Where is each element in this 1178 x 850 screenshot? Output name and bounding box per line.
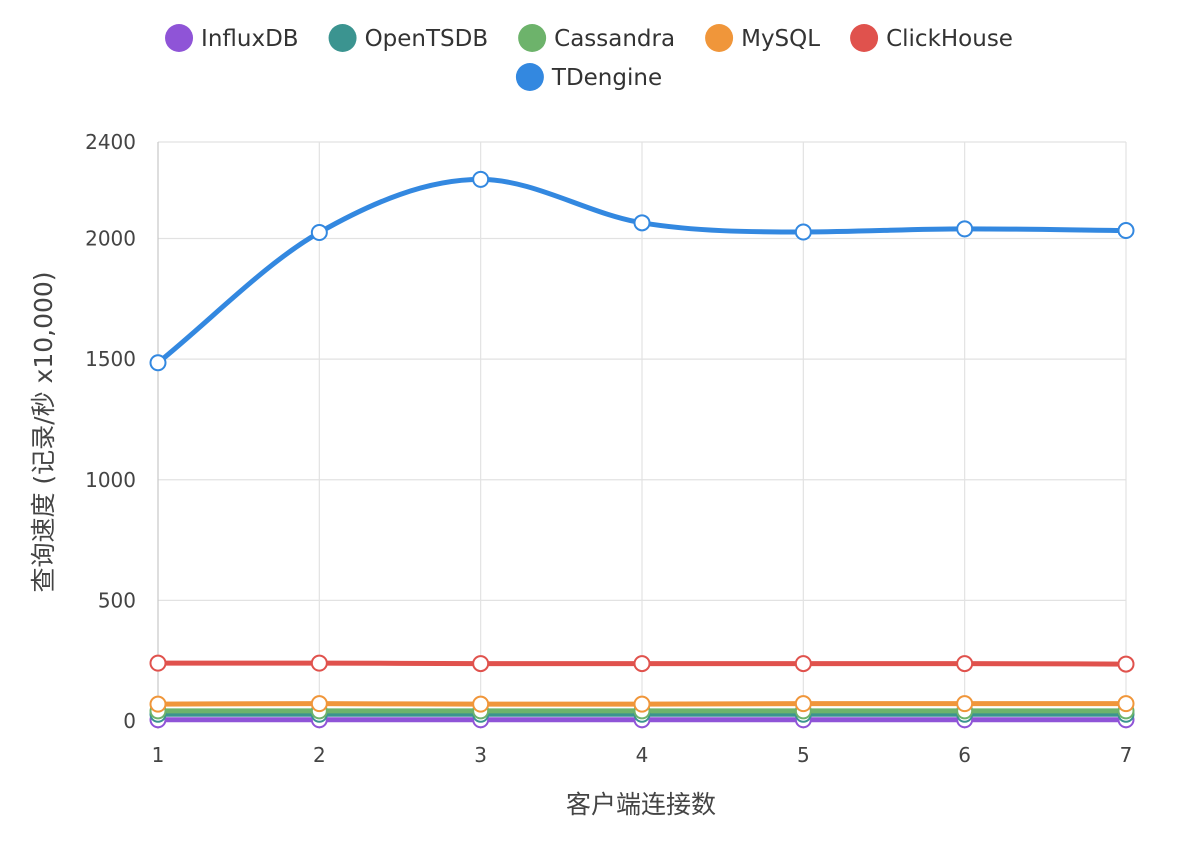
legend-item-clickhouse[interactable]: ClickHouse [850, 24, 1013, 52]
legend-swatch [515, 63, 544, 91]
y-axis-title: 查询速度 (记录/秒 x10,000) [29, 271, 58, 592]
x-tick-label: 6 [958, 743, 971, 767]
legend-label: MySQL [741, 26, 820, 52]
legend-swatch [518, 24, 547, 52]
data-point-mysql[interactable] [310, 695, 328, 713]
data-point-clickhouse[interactable] [633, 655, 651, 673]
x-tick-labels: 1 2 3 4 5 6 7 [152, 743, 1133, 767]
legend-label: TDengine [551, 65, 662, 91]
legend-swatch [165, 24, 194, 52]
legend-swatch [328, 24, 357, 52]
data-point-mysql[interactable] [472, 695, 490, 713]
data-point-mysql[interactable] [633, 695, 651, 713]
y-tick-label: 2000 [85, 227, 136, 251]
legend-item-mysql[interactable]: MySQL [705, 24, 820, 52]
data-point-clickhouse[interactable] [956, 655, 974, 673]
legend-label: Cassandra [554, 26, 675, 52]
data-point-mysql[interactable] [1117, 695, 1135, 713]
y-tick-labels: 0 500 1000 1500 2000 2400 [85, 130, 136, 733]
x-tick-label: 7 [1120, 743, 1133, 767]
data-point-tdengine[interactable] [472, 170, 490, 188]
legend-label: OpenTSDB [365, 26, 489, 52]
data-point-clickhouse[interactable] [1117, 655, 1135, 673]
data-point-tdengine[interactable] [956, 220, 974, 238]
data-point-tdengine[interactable] [149, 354, 167, 372]
data-point-clickhouse[interactable] [472, 655, 490, 673]
data-point-mysql[interactable] [794, 695, 812, 713]
data-point-mysql[interactable] [956, 695, 974, 713]
legend-item-cassandra[interactable]: Cassandra [518, 24, 675, 52]
y-tick-label: 1500 [85, 347, 136, 371]
data-point-tdengine[interactable] [794, 223, 812, 241]
x-axis-title: 客户端连接数 [566, 790, 716, 819]
x-tick-label: 3 [474, 743, 487, 767]
y-tick-label: 500 [98, 588, 136, 612]
y-tick-label: 0 [123, 709, 136, 733]
x-tick-label: 4 [636, 743, 649, 767]
legend-label: ClickHouse [886, 26, 1013, 52]
x-tick-label: 2 [313, 743, 326, 767]
y-tick-label: 2400 [85, 130, 136, 154]
legend-label: InfluxDB [201, 26, 299, 52]
legend-item-influxdb[interactable]: InfluxDB [165, 24, 299, 52]
x-tick-label: 1 [152, 743, 165, 767]
legend-item-tdengine[interactable]: TDengine [515, 63, 662, 91]
data-point-mysql[interactable] [149, 695, 167, 713]
data-point-tdengine[interactable] [633, 214, 651, 232]
x-tick-label: 5 [797, 743, 810, 767]
legend-item-opentsdb[interactable]: OpenTSDB [328, 24, 489, 52]
series-points [149, 170, 1135, 729]
data-point-tdengine[interactable] [1117, 222, 1135, 240]
data-point-clickhouse[interactable] [149, 654, 167, 672]
legend-swatch [850, 24, 879, 52]
data-point-clickhouse[interactable] [310, 654, 328, 672]
data-point-clickhouse[interactable] [794, 655, 812, 673]
data-point-tdengine[interactable] [310, 223, 328, 241]
y-tick-label: 1000 [85, 468, 136, 492]
chart-legend: InfluxDB OpenTSDB Cassandra MySQL ClickHouse… [165, 24, 1013, 91]
legend-swatch [705, 24, 734, 52]
